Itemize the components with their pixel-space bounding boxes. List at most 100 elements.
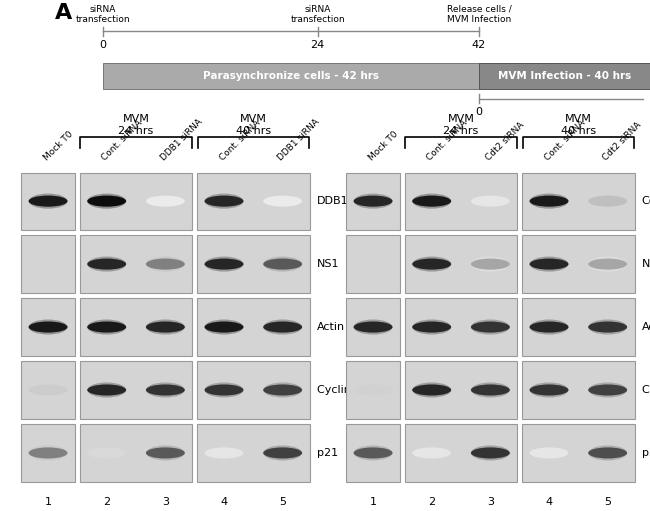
Ellipse shape: [471, 448, 510, 458]
Ellipse shape: [354, 384, 393, 396]
Ellipse shape: [530, 194, 569, 208]
Ellipse shape: [354, 194, 393, 208]
Text: Actin: Actin: [317, 322, 345, 332]
Bar: [346, 298, 400, 356]
Text: Mock T0: Mock T0: [367, 130, 400, 162]
Ellipse shape: [205, 259, 244, 270]
Bar: [346, 361, 400, 419]
Text: DDB1 siRNA: DDB1 siRNA: [159, 118, 204, 162]
Ellipse shape: [87, 448, 126, 458]
Bar: [346, 236, 400, 293]
Ellipse shape: [263, 384, 302, 396]
Ellipse shape: [471, 321, 510, 333]
Ellipse shape: [412, 382, 451, 398]
Ellipse shape: [263, 321, 302, 333]
Bar: [80, 298, 192, 356]
Text: Cdt2 siRNA: Cdt2 siRNA: [484, 121, 526, 162]
Text: 4: 4: [545, 497, 552, 507]
Text: Actin: Actin: [642, 322, 650, 332]
Text: Cont. siRNA: Cont. siRNA: [543, 119, 587, 162]
Ellipse shape: [29, 319, 68, 335]
Text: 3: 3: [487, 497, 494, 507]
Bar: [21, 236, 75, 293]
Ellipse shape: [29, 448, 68, 458]
Ellipse shape: [146, 196, 185, 206]
Ellipse shape: [263, 446, 302, 460]
Bar: [346, 173, 400, 230]
Ellipse shape: [29, 446, 68, 460]
Text: NS1: NS1: [642, 259, 650, 269]
Text: A: A: [55, 3, 72, 23]
Bar: [197, 236, 309, 293]
Text: DDB1 siRNA: DDB1 siRNA: [276, 118, 322, 162]
Ellipse shape: [29, 194, 68, 208]
Text: p21: p21: [317, 448, 338, 458]
Ellipse shape: [205, 382, 244, 398]
Ellipse shape: [412, 448, 451, 458]
Ellipse shape: [530, 319, 569, 335]
Ellipse shape: [87, 257, 126, 272]
Text: 2: 2: [103, 497, 111, 507]
Ellipse shape: [263, 319, 302, 335]
Bar: [80, 361, 192, 419]
Ellipse shape: [412, 384, 451, 396]
Text: Cdt2: Cdt2: [642, 196, 650, 206]
Ellipse shape: [205, 194, 244, 208]
Bar: [522, 298, 634, 356]
Text: 42: 42: [472, 40, 486, 50]
Bar: [405, 173, 517, 230]
Bar: [522, 173, 634, 230]
Bar: [21, 424, 75, 481]
Ellipse shape: [412, 321, 451, 333]
Text: siRNA
transfection: siRNA transfection: [291, 5, 345, 25]
Text: 1: 1: [45, 497, 51, 507]
Ellipse shape: [412, 319, 451, 335]
Text: Cyclin A: Cyclin A: [642, 385, 650, 395]
Ellipse shape: [146, 259, 185, 270]
Ellipse shape: [530, 259, 569, 270]
Ellipse shape: [530, 448, 569, 458]
Bar: [479, 63, 650, 89]
Ellipse shape: [205, 319, 244, 335]
Ellipse shape: [87, 384, 126, 396]
Text: Mock T0: Mock T0: [42, 130, 75, 162]
Bar: [405, 298, 517, 356]
Bar: [197, 298, 309, 356]
Ellipse shape: [87, 321, 126, 333]
Bar: [522, 424, 634, 481]
Ellipse shape: [471, 384, 510, 396]
Bar: [197, 361, 309, 419]
Ellipse shape: [29, 384, 68, 396]
Ellipse shape: [412, 259, 451, 270]
Bar: [21, 173, 75, 230]
Ellipse shape: [146, 382, 185, 398]
Bar: [80, 173, 192, 230]
Ellipse shape: [354, 321, 393, 333]
Ellipse shape: [29, 321, 68, 333]
Ellipse shape: [530, 382, 569, 398]
Bar: [21, 361, 75, 419]
Ellipse shape: [588, 384, 627, 396]
Ellipse shape: [530, 196, 569, 206]
Ellipse shape: [588, 196, 627, 206]
Ellipse shape: [146, 384, 185, 396]
Ellipse shape: [588, 257, 627, 272]
Ellipse shape: [471, 259, 510, 270]
Bar: [522, 361, 634, 419]
Text: MVM Infection - 40 hrs: MVM Infection - 40 hrs: [498, 71, 631, 81]
Text: 0: 0: [99, 40, 106, 50]
Ellipse shape: [263, 448, 302, 458]
Ellipse shape: [205, 196, 244, 206]
Ellipse shape: [471, 446, 510, 460]
Ellipse shape: [588, 321, 627, 333]
Ellipse shape: [471, 319, 510, 335]
Text: NS1: NS1: [317, 259, 339, 269]
Ellipse shape: [146, 257, 185, 272]
Text: 24: 24: [311, 40, 325, 50]
Text: Cyclin A: Cyclin A: [317, 385, 361, 395]
Bar: [21, 298, 75, 356]
Bar: [103, 63, 479, 89]
Text: 3: 3: [162, 497, 169, 507]
Ellipse shape: [354, 319, 393, 335]
Ellipse shape: [471, 382, 510, 398]
